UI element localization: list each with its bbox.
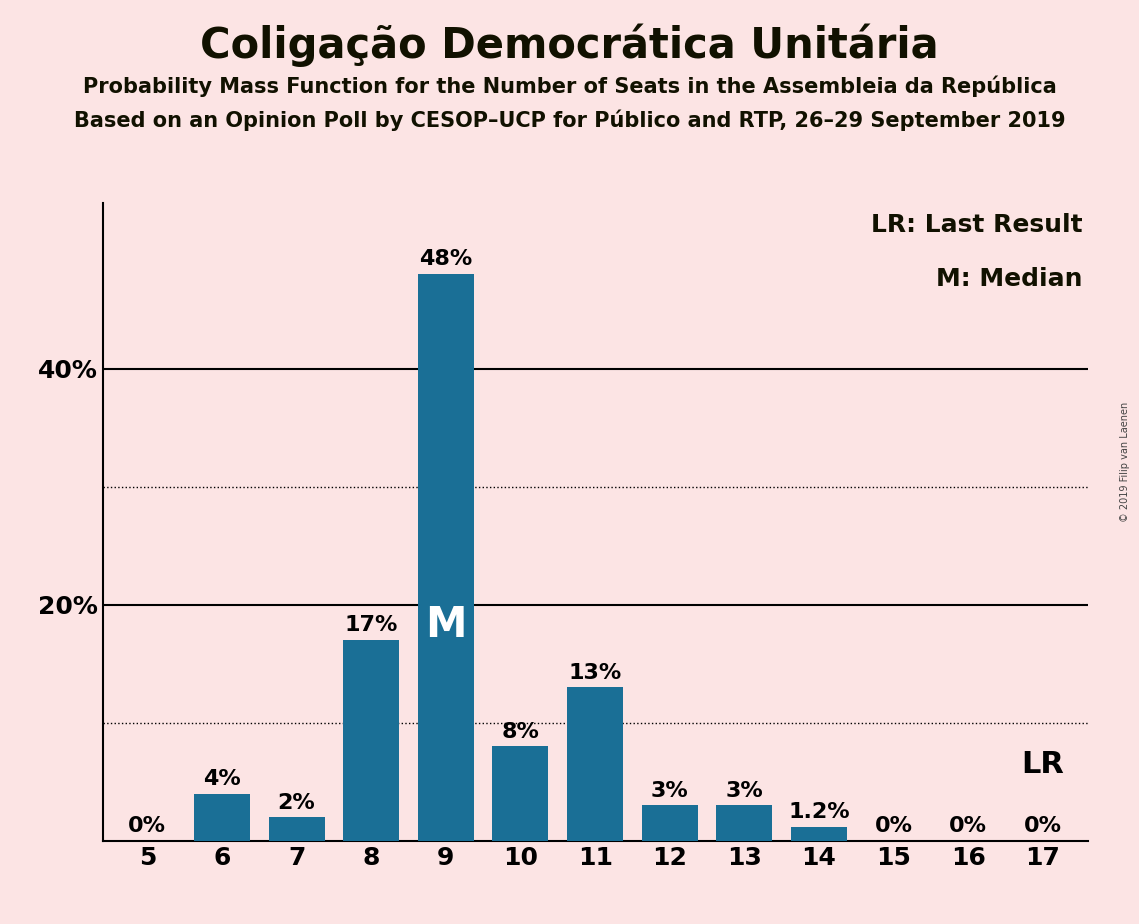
Text: 0%: 0%	[129, 816, 166, 836]
Text: M: Median: M: Median	[936, 267, 1083, 291]
Bar	[567, 687, 623, 841]
Bar	[418, 274, 474, 841]
Text: 48%: 48%	[419, 249, 473, 270]
Text: Based on an Opinion Poll by CESOP–UCP for Público and RTP, 26–29 September 2019: Based on an Opinion Poll by CESOP–UCP fo…	[74, 109, 1065, 130]
Bar	[792, 827, 847, 841]
Bar	[716, 806, 772, 841]
Text: 0%: 0%	[949, 816, 988, 836]
Text: 0%: 0%	[875, 816, 912, 836]
Text: 3%: 3%	[726, 781, 763, 801]
Text: LR: LR	[1022, 749, 1065, 779]
Text: Coligação Democrática Unitária: Coligação Democrática Unitária	[200, 23, 939, 67]
Text: 0%: 0%	[1024, 816, 1062, 836]
Text: Probability Mass Function for the Number of Seats in the Assembleia da República: Probability Mass Function for the Number…	[83, 76, 1056, 97]
Bar	[343, 640, 399, 841]
Text: 2%: 2%	[278, 793, 316, 812]
Text: 1.2%: 1.2%	[788, 802, 850, 822]
Bar	[641, 806, 698, 841]
Text: © 2019 Filip van Laenen: © 2019 Filip van Laenen	[1121, 402, 1130, 522]
Bar	[492, 747, 549, 841]
Text: 8%: 8%	[501, 722, 540, 742]
Bar	[269, 817, 325, 841]
Text: 17%: 17%	[344, 615, 398, 636]
Text: 13%: 13%	[568, 663, 622, 683]
Text: LR: Last Result: LR: Last Result	[871, 213, 1083, 237]
Text: 3%: 3%	[650, 781, 689, 801]
Bar	[194, 794, 249, 841]
Text: 4%: 4%	[203, 769, 240, 789]
Text: M: M	[425, 604, 467, 647]
